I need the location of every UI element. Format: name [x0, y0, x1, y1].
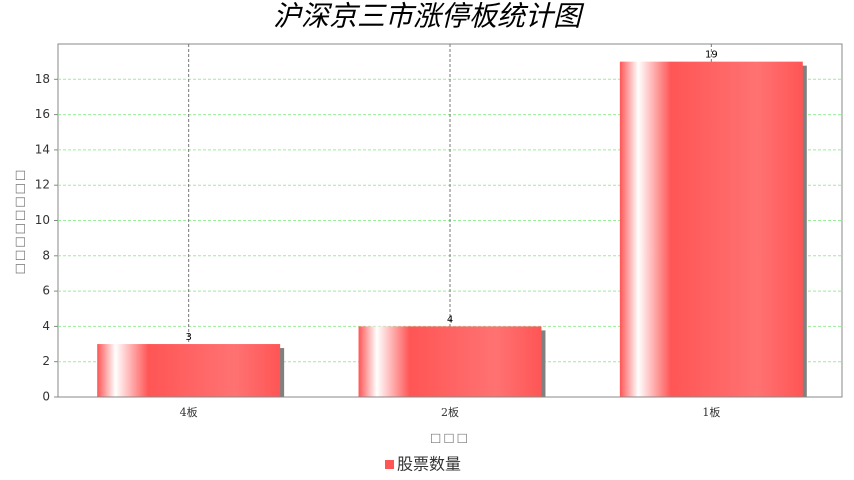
bar [358, 326, 542, 397]
y-axis-label: □□□□□□□□ [13, 168, 27, 275]
data-label: 3 [185, 332, 191, 343]
data-label: 19 [705, 50, 718, 61]
x-tick-label: 4板 [180, 405, 198, 419]
data-label: 4 [447, 314, 453, 325]
y-tick-label: 16 [35, 107, 50, 121]
y-tick-label: 2 [42, 354, 50, 368]
bar [619, 61, 803, 398]
y-tick-label: 4 [42, 319, 50, 333]
x-tick-label: 1板 [702, 405, 720, 419]
legend-swatch [385, 460, 394, 469]
y-tick-label: 6 [42, 284, 50, 298]
y-tick-label: 14 [35, 142, 50, 156]
chart-title: 沪深京三市涨停板统计图 [273, 0, 585, 33]
y-tick-label: 8 [42, 248, 50, 262]
legend-label: 股票数量 [397, 455, 461, 474]
x-tick-label: 2板 [441, 405, 459, 419]
y-tick-label: 10 [35, 213, 50, 227]
bar [97, 344, 281, 397]
x-axis-label: □□□ [430, 431, 470, 445]
y-tick-label: 0 [42, 390, 50, 404]
y-tick-label: 18 [35, 72, 50, 86]
y-tick-label: 12 [35, 178, 50, 192]
